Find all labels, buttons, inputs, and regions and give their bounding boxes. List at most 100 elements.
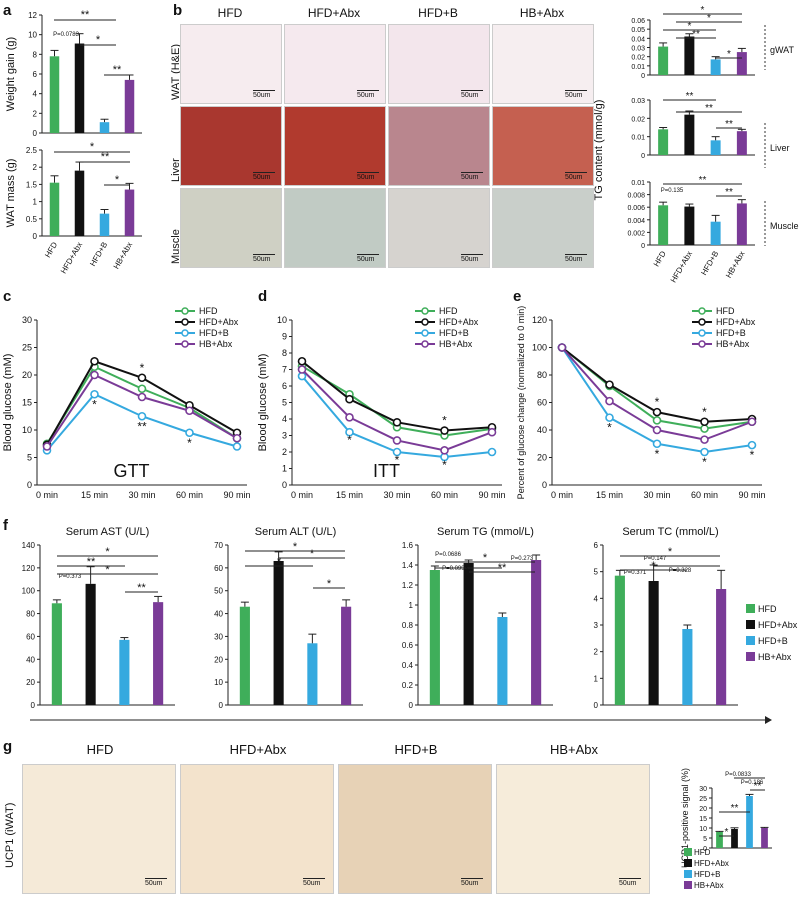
micrograph-0-3: 50um [492, 24, 594, 104]
bar-HFD [239, 606, 250, 705]
scale-bar: 50um [357, 254, 379, 263]
chart-b_liver: 0 0.01 0.02 0.03 [631, 98, 755, 160]
y-tick-label: 0.02 [631, 116, 645, 123]
y-tick-label: 0.03 [631, 98, 645, 105]
histology-grid-b: HFD HFD+Abx HFD+B HB+Abx WAT (H&E) 50um 50um 50… [170, 0, 610, 270]
bar-HFD [658, 129, 669, 155]
micrograph-ucp1-HFD: 50um [22, 764, 176, 894]
x-tick-label: HFD+B [88, 241, 109, 268]
scale-bar: 50um [565, 254, 587, 263]
legend-swatch-HFD [746, 604, 755, 613]
scale-bar: 50um [461, 90, 483, 99]
y-tick-label: 0.2 [402, 681, 414, 690]
p-value-label: P=0.186 [741, 780, 764, 786]
bar-HFD+B [682, 629, 693, 705]
y-tick-label: 10 [214, 678, 223, 687]
y-tick-label: 1.4 [402, 561, 414, 570]
legend-label-HFD+Abx: HFD+Abx [716, 317, 756, 327]
point-HB+Abx [747, 417, 757, 427]
bar-HFD+B [119, 639, 130, 705]
point-HFD+Abx [652, 407, 662, 417]
point-HFD+Abx [392, 417, 402, 427]
y-tick-label: 10 [699, 826, 707, 833]
scale-bar: 50um [461, 172, 483, 181]
chart-a_weight: 0 2 4 6 8 10 12 Weight gain (g) [5, 11, 142, 138]
sig-star: * [655, 395, 660, 409]
sig-label: * [327, 578, 332, 590]
point-HFD [137, 384, 147, 394]
y-tick-label: 70 [214, 541, 223, 550]
point-HFD+B [185, 428, 194, 438]
sig-label: * [105, 546, 110, 558]
histology-grid-g: HFD 50um HFD+Abx 50um HFD+B 50um HB+Abx 50um UCP… [0, 740, 680, 900]
p-value-label: P=0.0833 [725, 772, 752, 778]
sig-label: * [277, 556, 282, 568]
y-tick-label: 0.008 [627, 193, 645, 200]
legend-label-HB+Abx: HB+Abx [694, 881, 724, 890]
scale-bar: 50um [565, 90, 587, 99]
y-tick-label: 30 [699, 786, 707, 793]
y-tick-label: 100 [532, 343, 547, 353]
x-tick-label: HFD+B [699, 250, 720, 277]
point-HB+Abx [440, 446, 449, 455]
y-tick-label: 2 [594, 648, 599, 657]
scale-bar: 50um [357, 172, 379, 181]
y-tick-label: 0 [33, 232, 38, 241]
legend-label-HFD+B: HFD+B [716, 328, 746, 338]
bar-HFD+B [710, 221, 721, 245]
x-tick-label: 90 min [223, 490, 250, 500]
y-axis-label: Weight gain (g) [5, 37, 17, 111]
legend-swatch-HFD [684, 848, 692, 856]
chart-f_tc: 0 1 2 3 4 5 6 Serum TC (mmol/L) [594, 526, 738, 710]
y-tick-label: 0.03 [631, 46, 645, 53]
point-HFD+B [700, 447, 709, 457]
inner-title: ITT [373, 461, 400, 481]
bar-HFD+B [99, 213, 110, 236]
micrograph-1-2: 50um [388, 106, 490, 186]
legend-label-HB+Abx: HB+Abx [199, 339, 233, 349]
column-header-HB+Abx: HB+Abx [519, 6, 565, 20]
y-tick-label: 0.01 [631, 64, 645, 71]
x-tick-label: 60 min [431, 490, 458, 500]
sig-star: * [750, 448, 755, 462]
point-HFD+Abx [605, 380, 614, 389]
legend-label-HFD+Abx: HFD+Abx [694, 859, 729, 868]
y-tick-label: 8 [282, 348, 287, 358]
y-tick-label: 5 [703, 836, 707, 843]
chart-title: Serum AST (U/L) [66, 526, 150, 538]
bar-HB+Abx [341, 606, 352, 705]
bar-HFD+Abx [684, 114, 695, 155]
micrograph-1-3: 50um [492, 106, 594, 186]
point-HB+Abx [232, 433, 242, 443]
x-tick-label: HB+Abx [724, 250, 747, 280]
sig-star: * [607, 421, 612, 435]
y-tick-label: 1 [409, 601, 414, 610]
micrograph-ucp1-HFD+Abx: 50um [180, 764, 334, 894]
y-tick-label: 60 [537, 398, 547, 408]
micrograph-ucp1-HFD+B: 50um [338, 764, 492, 894]
y-tick-label: 9 [282, 332, 287, 342]
legend-marker [421, 329, 429, 337]
y-tick-label: 0 [219, 701, 224, 710]
y-tick-label: 120 [532, 315, 547, 325]
y-axis-label: Percent of glucose change (normalized to… [516, 306, 526, 500]
y-tick-label: 15 [699, 816, 707, 823]
y-tick-label: 0.002 [627, 230, 645, 237]
y-tick-label: 50 [214, 587, 223, 596]
y-tick-label: 5 [594, 568, 599, 577]
sig-label: * [90, 141, 95, 153]
sig-label: * [725, 827, 729, 838]
chart-c_gtt: 0 5 10 15 20 25 30 0 min 15 min 30 min 60 min 90 mi… [2, 306, 251, 500]
y-tick-label: 30 [22, 315, 32, 325]
y-tick-label: 12 [28, 11, 37, 20]
sig-star: * [92, 397, 97, 411]
sig-label: * [310, 548, 315, 560]
micrograph-2-2: 50um [388, 188, 490, 268]
y-tick-label: 20 [699, 806, 707, 813]
y-tick-label: 0.05 [631, 27, 645, 34]
y-tick-label: 0 [542, 480, 547, 490]
point-HB+Abx [392, 436, 402, 445]
sig-label: * [727, 49, 731, 60]
bar-HB+Abx [736, 203, 747, 245]
sig-label: * [293, 541, 298, 553]
